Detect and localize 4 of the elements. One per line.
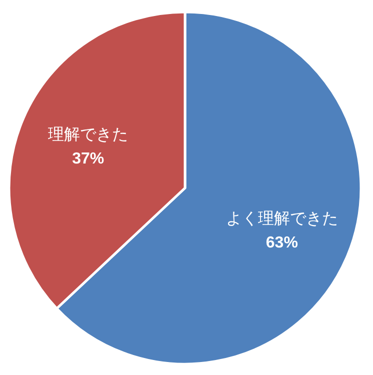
slice-label: よく理解できた: [226, 210, 338, 228]
slice-label: 理解できた: [48, 126, 128, 144]
data-label: 63%: [266, 234, 298, 252]
data-label: 37%: [72, 150, 104, 168]
